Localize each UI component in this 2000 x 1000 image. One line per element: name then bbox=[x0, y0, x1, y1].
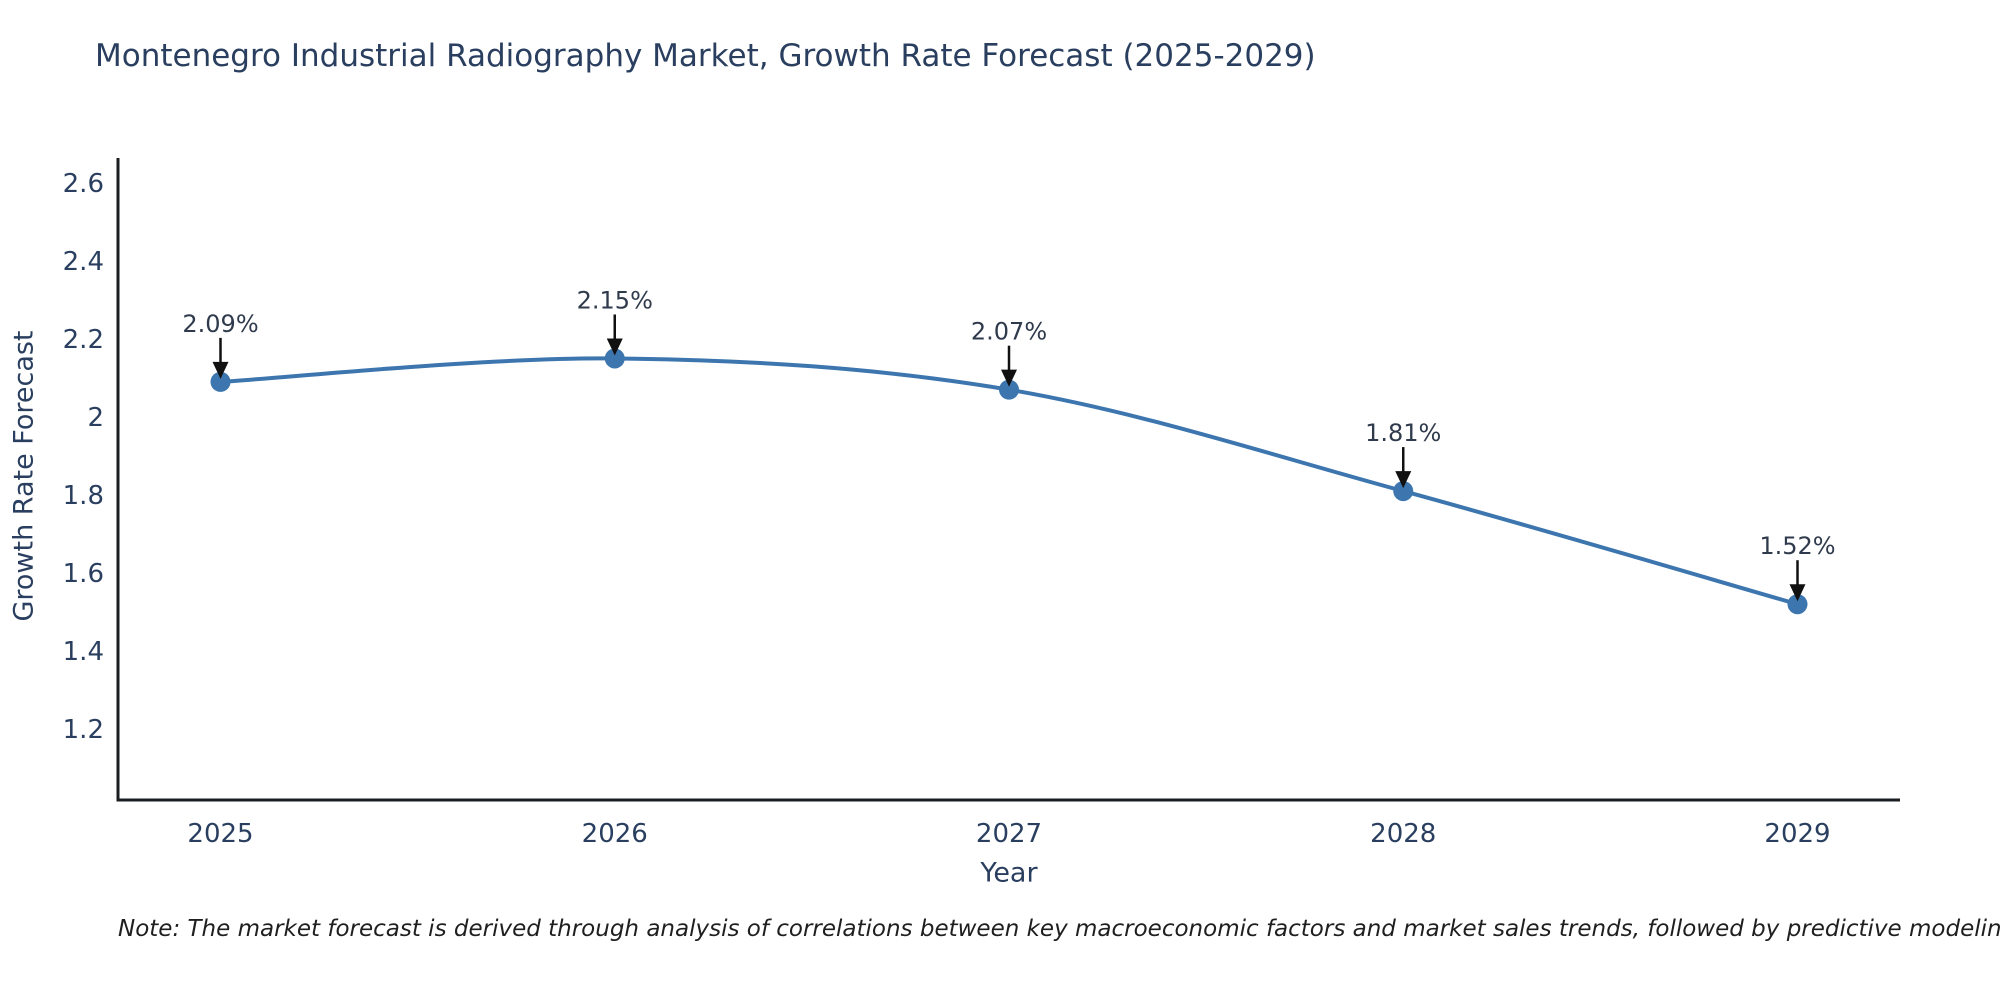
y-tick-label: 1.8 bbox=[63, 481, 104, 511]
annotation-arrow-head bbox=[1001, 369, 1017, 387]
y-tick-label: 2 bbox=[87, 403, 104, 433]
annotation-arrow-head bbox=[212, 361, 229, 379]
x-tick-label: 2029 bbox=[1764, 819, 1830, 849]
point-annotation: 2.15% bbox=[577, 286, 653, 314]
chart-title: Montenegro Industrial Radiography Market… bbox=[95, 38, 1316, 74]
point-annotation: 1.52% bbox=[1759, 532, 1835, 560]
x-tick-label: 2025 bbox=[187, 819, 253, 849]
axis-spines bbox=[116, 158, 1900, 802]
y-tick-label: 2.2 bbox=[63, 325, 104, 355]
y-axis-title: Growth Rate Forecast bbox=[8, 330, 40, 622]
y-tick-label: 2.6 bbox=[63, 169, 104, 199]
y-tick-label: 1.4 bbox=[63, 637, 104, 667]
y-tick-label: 1.2 bbox=[63, 715, 104, 745]
data-point-2027[interactable] bbox=[999, 379, 1019, 400]
y-tick-label: 2.4 bbox=[63, 247, 104, 277]
point-annotation: 2.09% bbox=[182, 310, 258, 338]
x-tick-label: 2028 bbox=[1370, 819, 1436, 849]
data-point-2025[interactable] bbox=[210, 371, 231, 392]
x-axis-title: Year bbox=[980, 857, 1038, 889]
point-annotation: 1.81% bbox=[1365, 419, 1441, 447]
data-point-2028[interactable] bbox=[1393, 481, 1414, 502]
footnote: Note: The market forecast is derived thr… bbox=[118, 916, 2000, 942]
data-point-2029[interactable] bbox=[1787, 594, 1808, 615]
annotation-arrow-head bbox=[1395, 471, 1412, 489]
data-point-2026[interactable] bbox=[604, 348, 625, 369]
x-tick-label: 2027 bbox=[976, 819, 1042, 849]
y-tick-label: 1.6 bbox=[63, 559, 104, 589]
annotation-arrow-head bbox=[606, 338, 623, 356]
x-tick-label: 2026 bbox=[582, 819, 648, 849]
point-annotation: 2.07% bbox=[971, 318, 1047, 346]
annotation-arrow-head bbox=[1789, 584, 1806, 602]
